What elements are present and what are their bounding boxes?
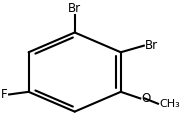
Text: F: F — [1, 88, 7, 101]
Text: O: O — [141, 92, 150, 105]
Text: CH₃: CH₃ — [159, 99, 180, 109]
Text: Br: Br — [68, 2, 81, 15]
Text: Br: Br — [145, 39, 158, 52]
